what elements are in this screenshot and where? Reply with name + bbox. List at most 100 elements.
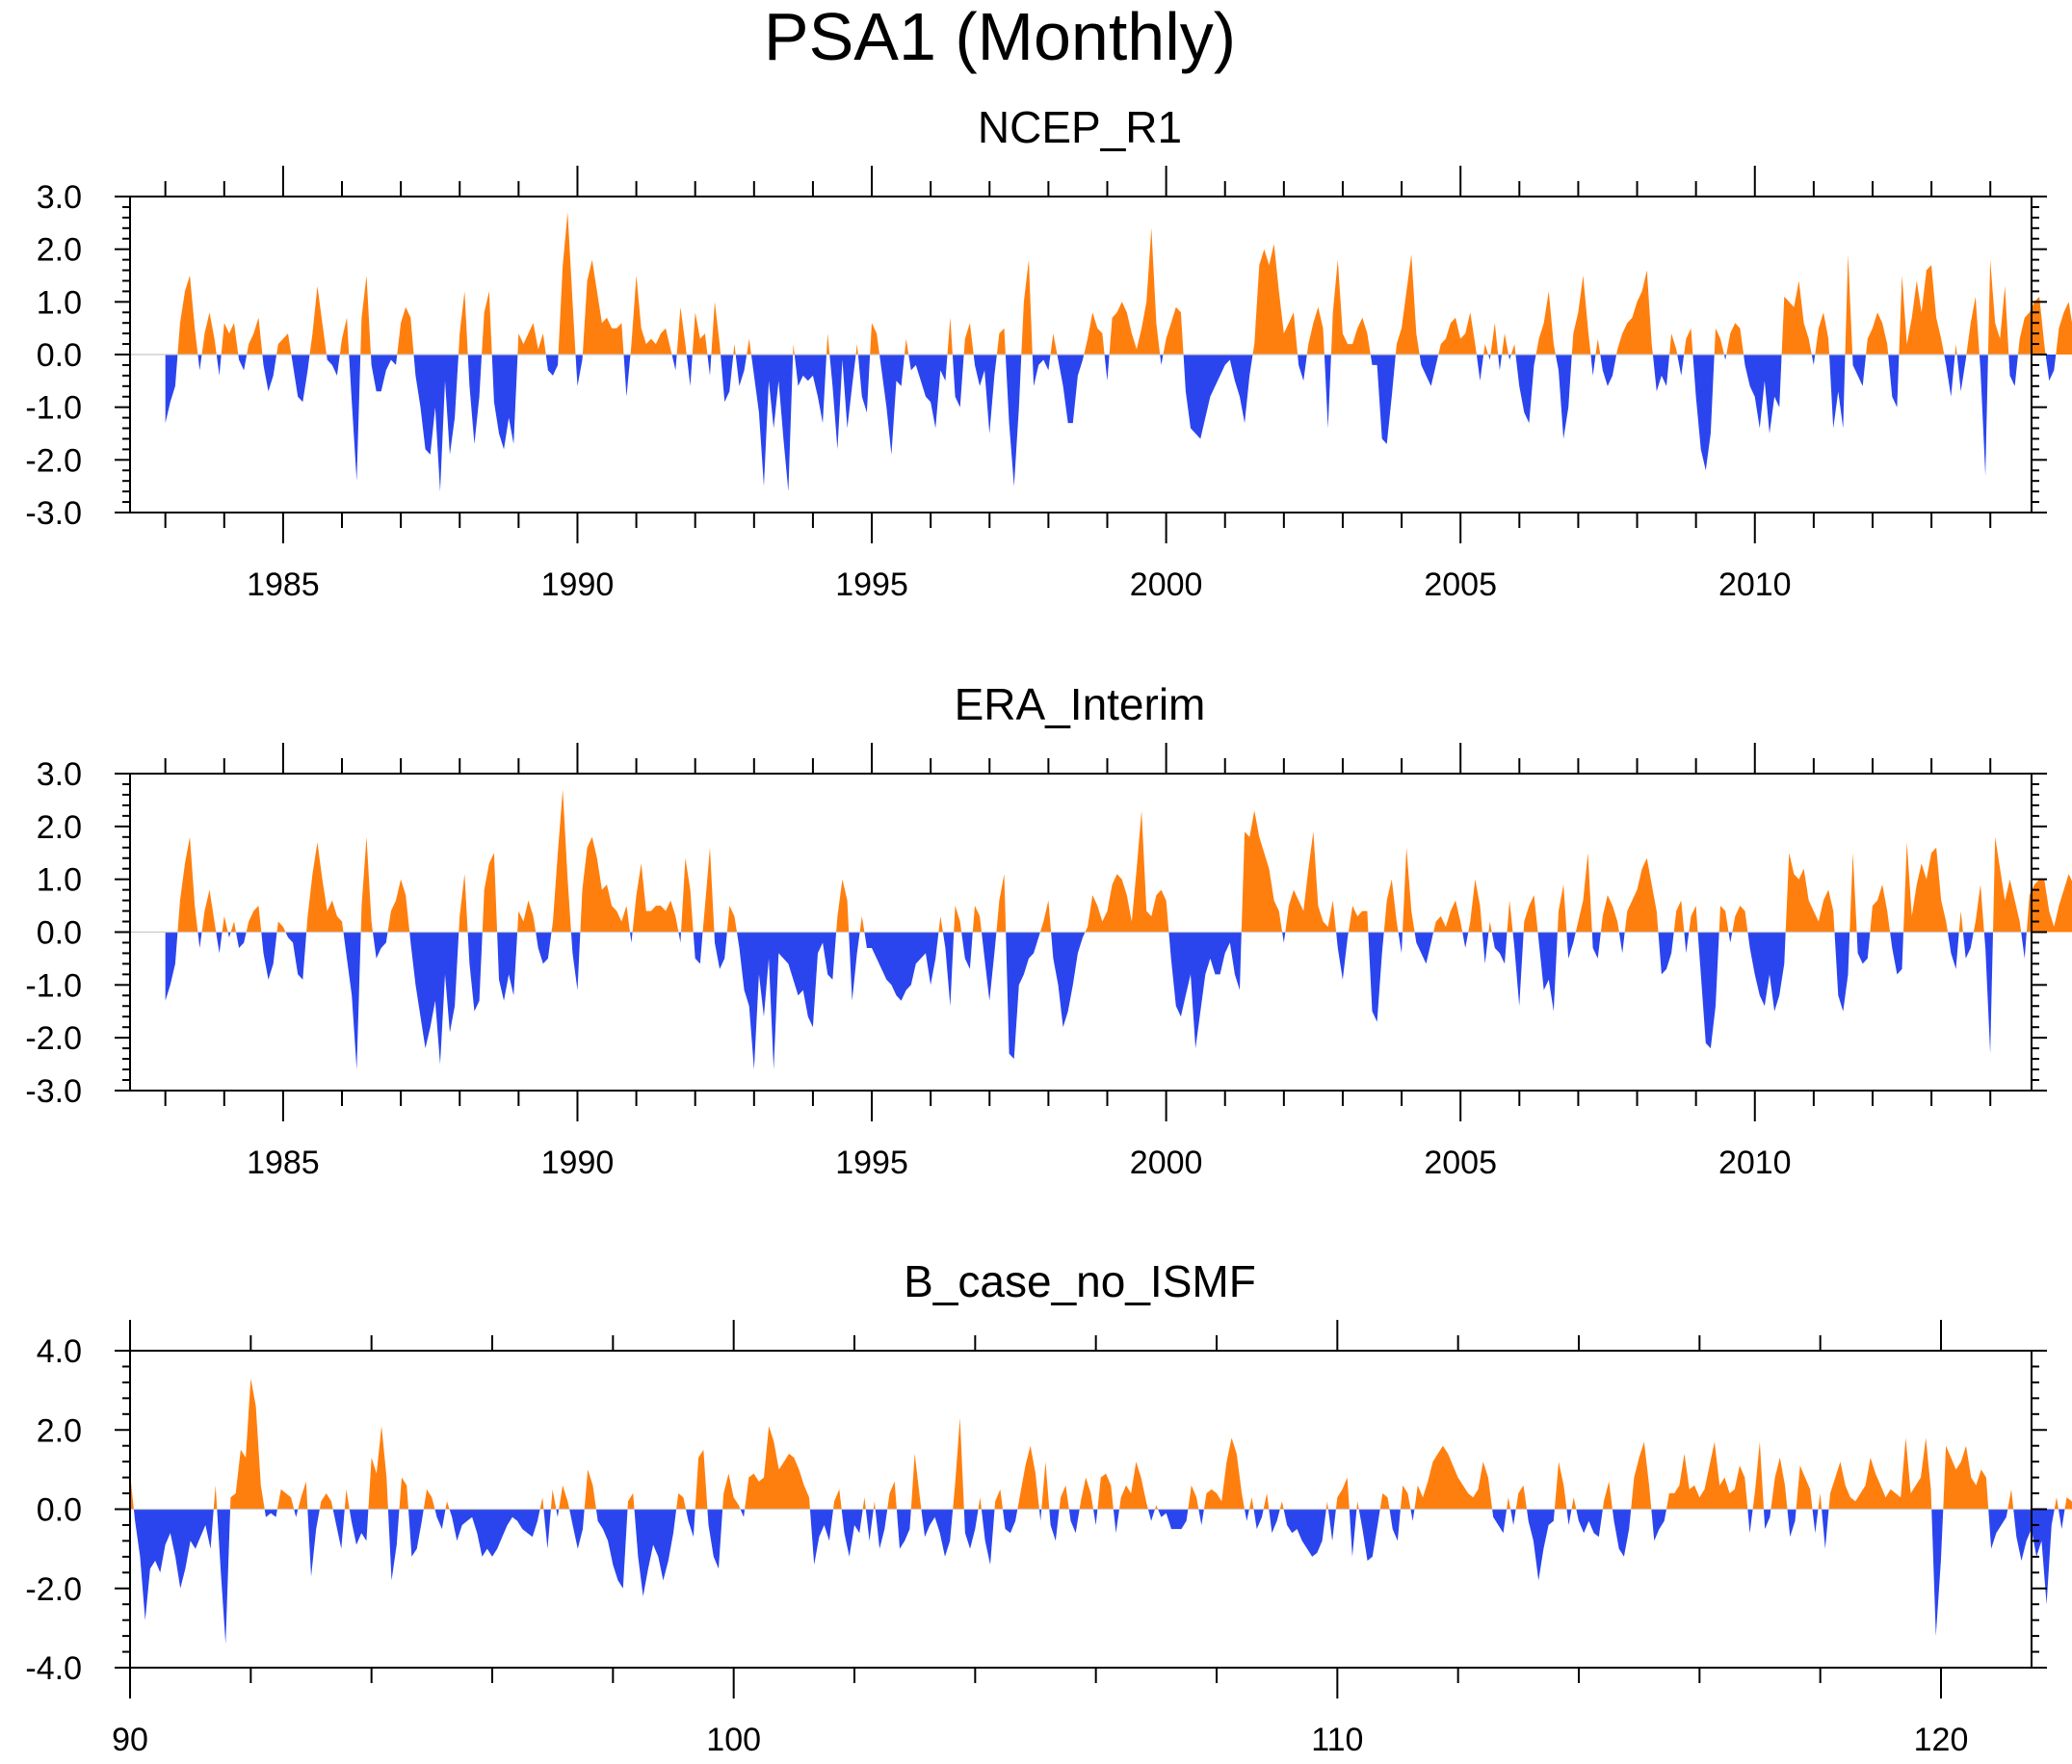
positive-area xyxy=(1899,265,1945,355)
positive-area xyxy=(1973,884,1984,933)
negative-area xyxy=(1245,1509,1249,1521)
positive-area xyxy=(1785,853,1835,933)
x-tick-label: 1985 xyxy=(247,566,320,603)
positive-area xyxy=(276,1488,295,1510)
negative-area xyxy=(1269,1509,1280,1534)
negative-area xyxy=(921,1509,954,1557)
negative-area xyxy=(1812,1509,1819,1534)
positive-area xyxy=(1395,254,1420,355)
negative-area xyxy=(217,1509,230,1645)
positive-area xyxy=(1673,900,1685,933)
positive-area xyxy=(1263,1493,1270,1510)
negative-area xyxy=(536,932,552,964)
negative-area xyxy=(961,932,973,969)
y-tick-label: 2.0 xyxy=(37,809,82,846)
positive-area xyxy=(702,847,715,933)
positive-area xyxy=(2064,1497,2072,1510)
negative-area xyxy=(896,1509,911,1549)
positive-area xyxy=(1050,333,1058,355)
positive-area xyxy=(873,1501,876,1510)
negative-area xyxy=(630,932,633,943)
negative-area xyxy=(908,355,948,429)
negative-area xyxy=(543,1509,551,1549)
negative-area xyxy=(1512,932,1524,1007)
y-tick-label: 0.0 xyxy=(37,337,82,374)
negative-area xyxy=(735,355,747,386)
negative-area xyxy=(569,1509,585,1549)
positive-area xyxy=(1483,344,1488,355)
positive-area xyxy=(1845,254,1853,355)
negative-area xyxy=(1829,355,1846,429)
positive-area xyxy=(1468,879,1482,933)
negative-area xyxy=(327,355,340,376)
negative-area xyxy=(1398,932,1403,954)
positive-area xyxy=(177,276,198,355)
x-tick-label: 1990 xyxy=(541,1145,615,1181)
positive-area xyxy=(2056,302,2072,355)
positive-area xyxy=(1849,853,1857,933)
negative-area xyxy=(686,1509,695,1538)
y-tick-label: 0.0 xyxy=(37,1492,82,1529)
negative-area xyxy=(373,932,388,959)
figure-title: PSA1 (Monthly) xyxy=(764,0,1236,74)
positive-area xyxy=(1954,344,1957,355)
negative-area xyxy=(1104,355,1110,382)
x-tick-label: 2010 xyxy=(1718,1145,1792,1181)
positive-area xyxy=(1631,1441,1652,1510)
positive-area xyxy=(360,276,371,355)
negative-area xyxy=(714,932,727,969)
panel-title: B_case_no_ISMF xyxy=(904,1256,1256,1306)
positive-area xyxy=(580,836,630,933)
negative-area xyxy=(165,355,178,424)
x-tick-label: 1990 xyxy=(541,566,615,603)
positive-area xyxy=(339,317,350,355)
negative-area xyxy=(829,355,856,450)
negative-area xyxy=(1160,355,1164,365)
positive-area xyxy=(1557,884,1567,933)
negative-area xyxy=(1948,932,1959,969)
positive-area xyxy=(833,1488,842,1510)
negative-area xyxy=(570,932,581,990)
negative-area xyxy=(1600,355,1617,386)
positive-area xyxy=(681,857,694,933)
positive-area xyxy=(630,276,672,355)
negative-area xyxy=(1482,932,1489,964)
negative-area xyxy=(1370,355,1396,444)
positive-area xyxy=(1993,836,2022,933)
positive-area xyxy=(368,1426,388,1510)
plot-area xyxy=(165,789,2072,1070)
positive-area xyxy=(859,916,865,933)
negative-area xyxy=(841,1509,863,1557)
negative-area xyxy=(707,1509,723,1569)
positive-area xyxy=(953,1417,964,1510)
positive-area xyxy=(1059,1485,1069,1510)
positive-area xyxy=(994,1488,1003,1510)
negative-area xyxy=(1723,355,1727,360)
positive-area xyxy=(1502,333,1508,355)
positive-area xyxy=(1330,259,1371,355)
negative-area xyxy=(879,355,905,455)
positive-area xyxy=(1433,900,1463,933)
positive-area xyxy=(826,333,830,355)
positive-area xyxy=(1279,1501,1284,1510)
positive-area xyxy=(1903,842,1948,933)
positive-area xyxy=(1684,328,1693,355)
y-tick-label: -1.0 xyxy=(25,967,82,1004)
y-tick-label: 4.0 xyxy=(37,1333,82,1370)
positive-area xyxy=(517,323,546,355)
negative-area xyxy=(1747,1509,1753,1534)
negative-area xyxy=(707,355,712,376)
positive-area xyxy=(722,1473,741,1510)
positive-area xyxy=(910,1453,922,1510)
negative-area xyxy=(737,932,837,1070)
negative-area xyxy=(1684,932,1690,954)
negative-area xyxy=(1006,932,1040,1060)
positive-area xyxy=(905,338,909,355)
positive-area xyxy=(517,900,537,933)
negative-area xyxy=(1032,355,1051,386)
negative-area xyxy=(1888,355,1900,408)
negative-area xyxy=(1834,932,1850,1012)
negative-area xyxy=(1576,1509,1603,1538)
positive-area xyxy=(177,836,198,933)
positive-area xyxy=(201,312,217,355)
